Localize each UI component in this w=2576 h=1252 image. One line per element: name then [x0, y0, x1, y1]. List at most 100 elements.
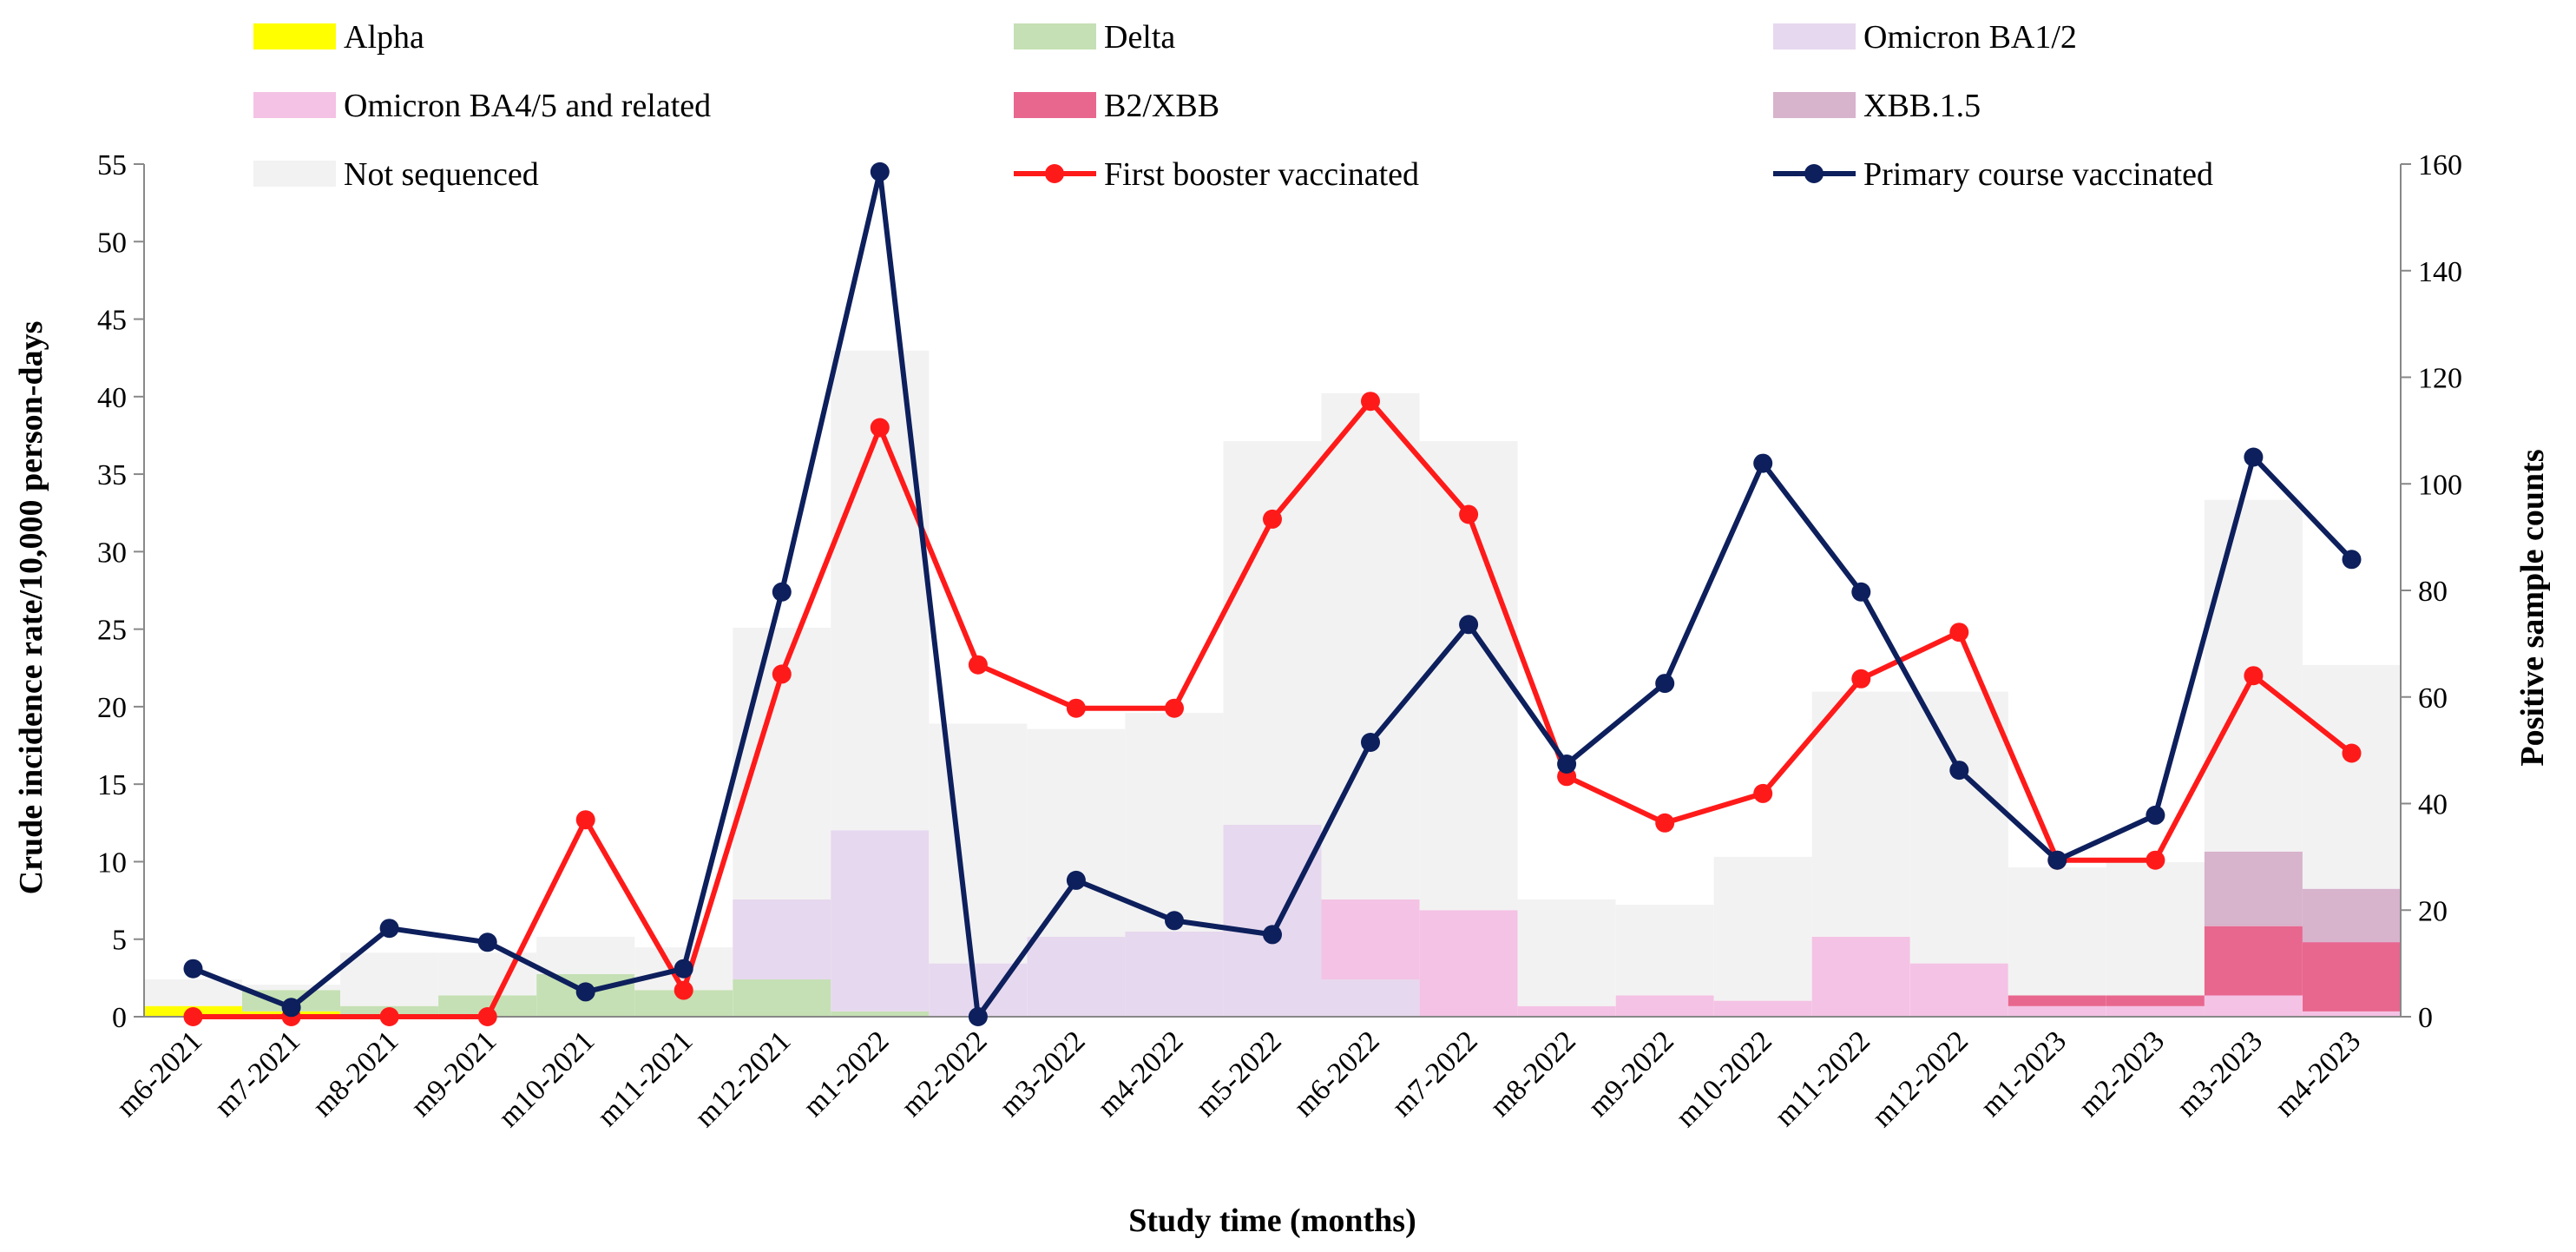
- legend-marker-first-booster-vaccinated: [1045, 164, 1064, 183]
- bar-omicron-ba4-5-and-related-m6-2022: [1321, 899, 1420, 980]
- point-primary-course-vaccinated-m11-2021: [674, 959, 693, 979]
- y-tick-label: 40: [97, 382, 127, 414]
- point-first-booster-vaccinated-m11-2021: [674, 980, 693, 1000]
- y-tick-label: 25: [97, 615, 127, 647]
- bar-not-sequenced-m9-2022: [1615, 905, 1714, 996]
- x-tick-label: m11-2022: [1769, 1025, 1876, 1132]
- bar-not-sequenced-m12-2022: [1909, 691, 2008, 964]
- bar-omicron-ba4-5-and-related-m11-2022: [1811, 936, 1910, 1017]
- point-first-booster-vaccinated-m9-2022: [1655, 813, 1675, 833]
- point-first-booster-vaccinated-m4-2022: [1165, 698, 1184, 718]
- x-tick-label: m4-2023: [2269, 1025, 2367, 1123]
- bar-b2-xbb-m3-2023: [2204, 926, 2303, 996]
- lines-layer: [183, 161, 2362, 1026]
- bar-omicron-ba4-5-and-related-m8-2022: [1517, 1005, 1616, 1017]
- point-primary-course-vaccinated-m3-2022: [1066, 870, 1086, 890]
- x-tick-label: m4-2022: [1092, 1025, 1190, 1123]
- legend-swatch-xbb-1-5: [1773, 92, 1856, 118]
- legend-label-b2-xbb: B2/XBB: [1104, 88, 1219, 124]
- bar-omicron-ba4-5-and-related-m7-2022: [1419, 910, 1518, 1018]
- point-first-booster-vaccinated-m8-2021: [379, 1007, 399, 1026]
- point-first-booster-vaccinated-m1-2022: [870, 418, 890, 438]
- x-tick-label: m10-2021: [492, 1025, 601, 1133]
- x-tick-label: m11-2021: [591, 1025, 699, 1132]
- x-tick-label: m6-2021: [110, 1025, 208, 1123]
- y2-tick-label: 60: [2418, 682, 2448, 715]
- legend-swatch-delta: [1014, 23, 1096, 49]
- legend-swatch-not-sequenced: [253, 161, 336, 187]
- bar-not-sequenced-m10-2022: [1713, 856, 1812, 1001]
- point-primary-course-vaccinated-m12-2022: [1949, 761, 1969, 781]
- point-primary-course-vaccinated-m4-2023: [2342, 550, 2362, 570]
- y-tick-label: 5: [112, 925, 127, 957]
- bar-xbb-1-5-m4-2023: [2303, 888, 2401, 943]
- point-first-booster-vaccinated-m10-2021: [575, 810, 595, 830]
- x-tick-label: m10-2022: [1670, 1025, 1778, 1133]
- bar-not-sequenced-m2-2022: [929, 723, 1028, 964]
- point-first-booster-vaccinated-m3-2023: [2244, 666, 2264, 686]
- legend: Alpha Delta Omicron BA1/2 Omicron BA4/5 and…: [253, 19, 2213, 193]
- y-tick-label: 20: [97, 692, 127, 724]
- y-tick-label: 10: [97, 847, 127, 879]
- y-tick-label: 15: [97, 769, 127, 801]
- x-tick-label: m9-2021: [404, 1025, 503, 1123]
- point-first-booster-vaccinated-m6-2021: [183, 1007, 203, 1026]
- point-primary-course-vaccinated-m12-2021: [772, 582, 792, 602]
- point-primary-course-vaccinated-m8-2021: [379, 919, 399, 939]
- point-first-booster-vaccinated-m9-2021: [477, 1007, 497, 1026]
- x-tick-label: m3-2022: [994, 1025, 1092, 1123]
- x-tick-label: m1-2023: [1975, 1025, 2073, 1123]
- bar-not-sequenced-m3-2022: [1027, 728, 1126, 937]
- x-tick-label: m7-2022: [1386, 1025, 1484, 1123]
- x-tick-label: m2-2023: [2073, 1025, 2171, 1123]
- x-tick-label: m2-2022: [896, 1025, 994, 1123]
- bar-xbb-1-5-m3-2023: [2204, 851, 2303, 926]
- point-primary-course-vaccinated-m6-2021: [183, 959, 203, 979]
- legend-swatch-omicron-ba4-5-and-related: [253, 92, 336, 118]
- bar-b2-xbb-m4-2023: [2303, 942, 2401, 1011]
- legend-label-first-booster-vaccinated: First booster vaccinated: [1104, 156, 1419, 193]
- x-tick-label: m3-2023: [2171, 1025, 2269, 1123]
- point-primary-course-vaccinated-m11-2022: [1851, 582, 1871, 602]
- y2-axis-title: Positive sample counts: [2514, 449, 2551, 766]
- point-primary-course-vaccinated-m10-2021: [575, 982, 595, 1002]
- bar-not-sequenced-m2-2023: [2106, 862, 2205, 996]
- point-first-booster-vaccinated-m12-2021: [772, 664, 792, 684]
- point-primary-course-vaccinated-m9-2022: [1655, 674, 1675, 694]
- x-tick-label: m5-2022: [1190, 1025, 1288, 1123]
- point-first-booster-vaccinated-m10-2022: [1753, 783, 1773, 803]
- legend-label-omicron-ba1-2: Omicron BA1/2: [1863, 19, 2077, 56]
- y-tick-label: 45: [97, 305, 127, 337]
- y2-tick-label: 0: [2418, 1002, 2433, 1034]
- point-first-booster-vaccinated-m3-2022: [1066, 698, 1086, 718]
- point-first-booster-vaccinated-m4-2023: [2342, 743, 2362, 763]
- x-tick-label: m9-2022: [1582, 1025, 1680, 1123]
- point-primary-course-vaccinated-m2-2023: [2146, 805, 2165, 825]
- y2-tick-label: 80: [2418, 576, 2448, 608]
- point-first-booster-vaccinated-m2-2023: [2146, 850, 2165, 870]
- legend-label-primary-course-vaccinated: Primary course vaccinated: [1863, 156, 2213, 193]
- bar-omicron-ba1-2-m6-2022: [1321, 979, 1420, 1017]
- y-tick-label: 0: [112, 1002, 127, 1034]
- bar-omicron-ba1-2-m4-2022: [1125, 931, 1224, 1017]
- bar-b2-xbb-m1-2023: [2008, 995, 2106, 1006]
- bar-omicron-ba4-5-and-related-m1-2023: [2008, 1005, 2106, 1017]
- bar-delta-m1-2022: [831, 1011, 930, 1017]
- point-first-booster-vaccinated-m2-2022: [968, 655, 988, 675]
- point-first-booster-vaccinated-m7-2022: [1459, 504, 1479, 524]
- x-tick-label: m12-2022: [1866, 1025, 1975, 1133]
- bars-layer: [144, 350, 2401, 1018]
- point-primary-course-vaccinated-m1-2023: [2047, 850, 2067, 870]
- y2-tick-label: 120: [2418, 363, 2462, 395]
- legend-label-not-sequenced: Not sequenced: [344, 156, 539, 193]
- x-tick-label: m7-2021: [208, 1025, 306, 1123]
- point-first-booster-vaccinated-m12-2022: [1949, 623, 1969, 642]
- x-tick-label: m6-2022: [1288, 1025, 1386, 1123]
- bar-omicron-ba4-5-and-related-m4-2023: [2303, 1011, 2401, 1017]
- point-primary-course-vaccinated-m5-2022: [1263, 925, 1282, 945]
- bar-omicron-ba1-2-m3-2022: [1027, 936, 1126, 1017]
- x-tick-label: m1-2022: [798, 1025, 896, 1123]
- point-primary-course-vaccinated-m6-2022: [1361, 733, 1380, 752]
- bar-not-sequenced-m8-2022: [1517, 899, 1616, 1006]
